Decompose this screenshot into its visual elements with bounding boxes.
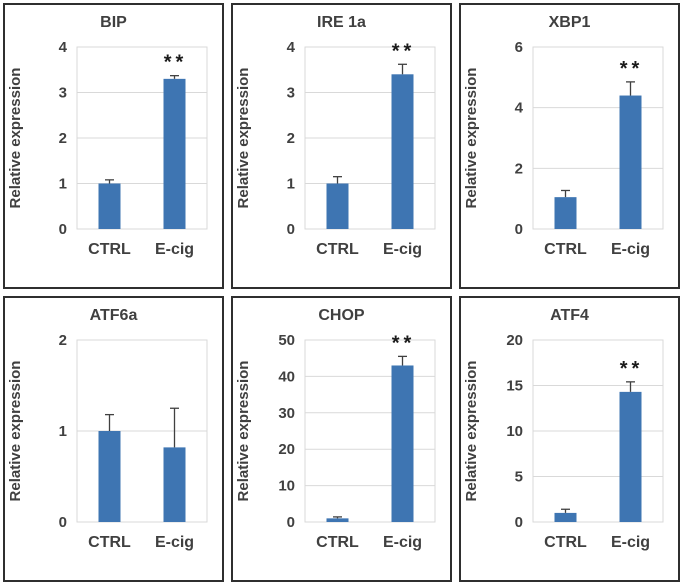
y-tick-label: 4 (287, 39, 296, 56)
y-tick-label: 4 (515, 100, 524, 117)
chart-panel-bip: BIP 0 1 2 3 4 Relative expression CTRL E-cig ** (3, 3, 224, 289)
y-tick-label: 2 (59, 130, 67, 147)
y-tick-label: 2 (515, 160, 523, 177)
x-category-label: E-cig (383, 241, 422, 258)
y-tick-label: 0 (287, 514, 295, 531)
y-axis-label: Relative expression (463, 361, 480, 502)
y-axis-label: Relative expression (235, 68, 252, 209)
bar (163, 447, 186, 522)
bar (98, 183, 121, 229)
significance-marker: ** (392, 332, 416, 354)
y-tick-label: 1 (59, 423, 67, 440)
y-tick-label: 3 (59, 85, 67, 102)
chart-title: BIP (100, 14, 127, 31)
chart-title: ATF6a (89, 307, 138, 324)
chart-title: ATF4 (550, 307, 589, 324)
significance-marker: ** (164, 52, 188, 74)
x-category-label: E-cig (383, 534, 422, 551)
x-category-label: CTRL (316, 534, 359, 551)
chart-panel-atf6a: ATF6a 0 1 2 Relative expression CTRL E-cig (3, 296, 224, 582)
plot-area (532, 46, 664, 230)
bar (619, 95, 642, 230)
bar (554, 197, 577, 229)
y-tick-label: 30 (278, 405, 295, 422)
bar (326, 518, 349, 522)
bar (163, 78, 186, 229)
chart-panel-chop: CHOP 0 10 20 30 40 50 Relative expression CTRL E-… (231, 296, 452, 582)
y-tick-label: 0 (515, 514, 523, 531)
bar (326, 183, 349, 229)
y-tick-label: 6 (515, 39, 523, 56)
chart-title: XBP1 (548, 14, 591, 31)
x-category-label: CTRL (544, 534, 587, 551)
y-tick-label: 0 (287, 221, 295, 238)
significance-marker: ** (620, 358, 644, 380)
chart-panel-ire-1a: IRE 1a 0 1 2 3 4 Relative expression CTRL E-cig *… (231, 3, 452, 289)
x-category-label: CTRL (88, 241, 131, 258)
y-tick-label: 10 (278, 478, 295, 495)
y-axis-label: Relative expression (7, 361, 24, 502)
bar (391, 365, 414, 522)
bar (98, 431, 121, 522)
y-tick-label: 10 (506, 423, 523, 440)
plot-area (304, 339, 436, 523)
y-tick-label: 20 (278, 441, 295, 458)
chart-title: IRE 1a (317, 14, 366, 31)
y-axis-label: Relative expression (235, 361, 252, 502)
y-tick-label: 2 (59, 332, 67, 349)
bar (391, 74, 414, 229)
y-tick-label: 40 (278, 368, 295, 385)
y-tick-label: 3 (287, 85, 295, 102)
x-category-label: E-cig (611, 241, 650, 258)
x-category-label: CTRL (316, 241, 359, 258)
chart-plot: 0 10 20 30 40 50 Relative expression CTRL E-cig *… (235, 332, 436, 551)
significance-marker: ** (620, 58, 644, 80)
chart-plot: 0 1 2 3 4 Relative expression CTRL E-cig ** (7, 39, 208, 258)
x-category-label: CTRL (88, 534, 131, 551)
x-category-label: E-cig (155, 534, 194, 551)
chart-title: CHOP (318, 307, 365, 324)
chart-panel-atf4: ATF4 0 5 10 15 20 Relative expression CTRL E-cig… (459, 296, 680, 582)
y-axis-label: Relative expression (7, 68, 24, 209)
y-tick-label: 1 (287, 176, 295, 193)
bar (554, 512, 577, 522)
bar (619, 391, 642, 522)
y-tick-label: 4 (59, 39, 68, 56)
chart-plot: 0 2 4 6 Relative expression CTRL E-cig ** (463, 39, 664, 258)
x-category-label: E-cig (155, 241, 194, 258)
chart-panel-xbp1: XBP1 0 2 4 6 Relative expression CTRL E-cig ** (459, 3, 680, 289)
y-tick-label: 0 (515, 221, 523, 238)
chart-plot: 0 5 10 15 20 Relative expression CTRL E-cig ** (463, 332, 664, 551)
x-category-label: CTRL (544, 241, 587, 258)
y-axis-label: Relative expression (463, 68, 480, 209)
y-tick-label: 20 (506, 332, 523, 349)
x-category-label: E-cig (611, 534, 650, 551)
y-tick-label: 1 (59, 176, 67, 193)
chart-plot: 0 1 2 3 4 Relative expression CTRL E-cig ** (235, 39, 436, 258)
significance-marker: ** (392, 40, 416, 62)
y-tick-label: 5 (515, 469, 523, 486)
y-tick-label: 0 (59, 514, 67, 531)
chart-plot: 0 1 2 Relative expression CTRL E-cig (7, 332, 208, 551)
y-tick-label: 2 (287, 130, 295, 147)
y-tick-label: 15 (506, 378, 523, 395)
y-tick-label: 50 (278, 332, 295, 349)
y-tick-label: 0 (59, 221, 67, 238)
